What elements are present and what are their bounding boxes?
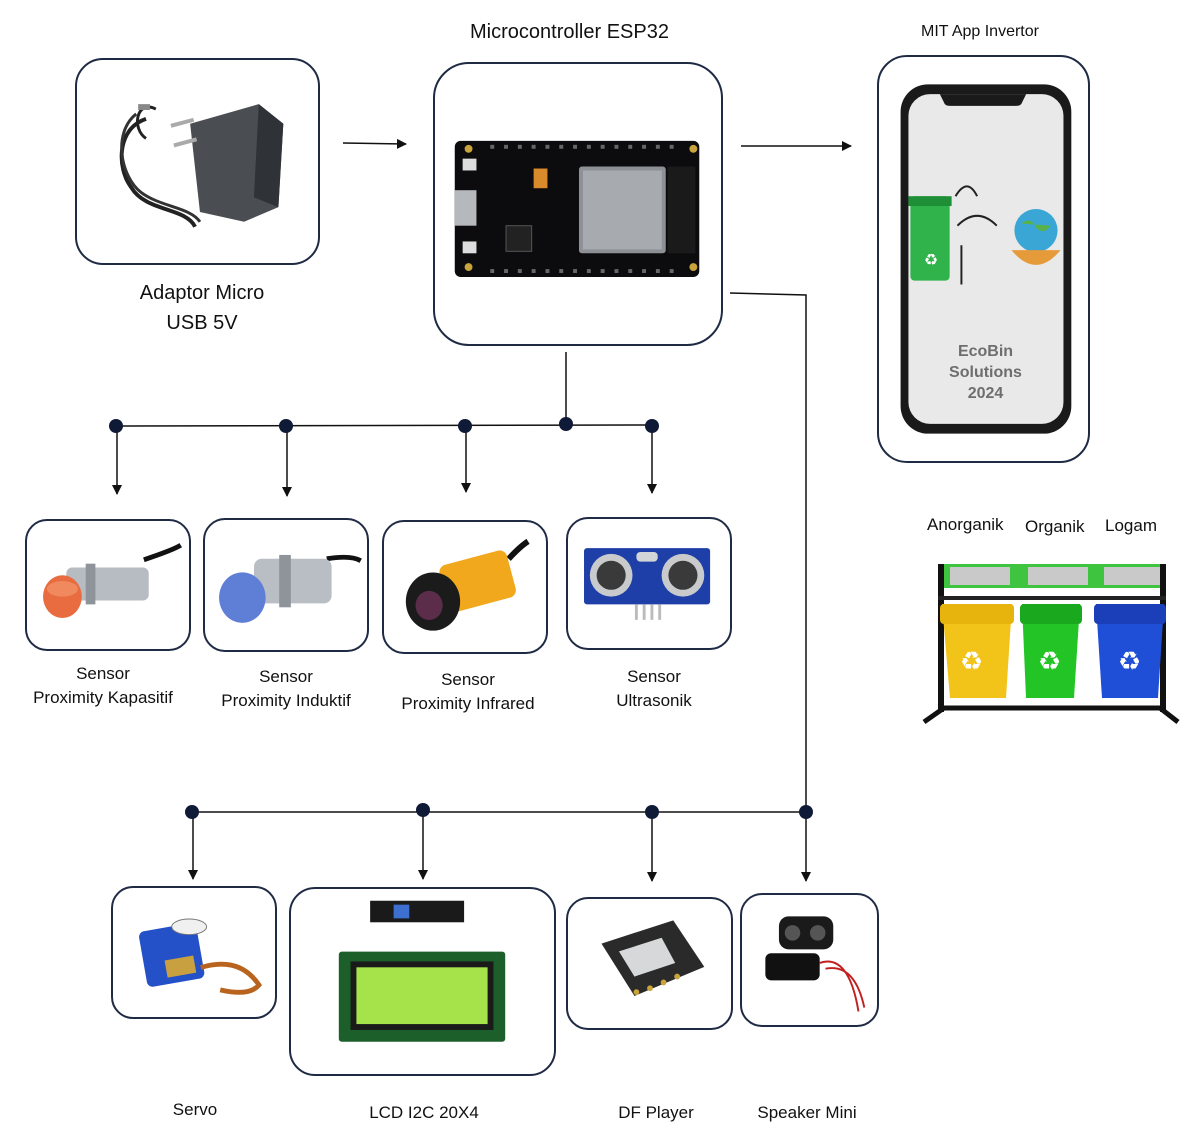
- junction-dot: [458, 419, 472, 433]
- app-title: MIT App Invertor: [921, 23, 1039, 40]
- sensor-induktif-line1: Sensor: [259, 667, 313, 686]
- lcd-box: [289, 887, 556, 1076]
- sensor-ultrasonik-label: Sensor Ultrasonik: [566, 665, 742, 713]
- speaker-box: [740, 893, 879, 1027]
- junction-dot: [416, 803, 430, 817]
- adaptor-box: [75, 58, 320, 265]
- lcd-label: LCD I2C 20X4: [369, 1103, 479, 1122]
- sensor-ultrasonik-box: [566, 517, 732, 650]
- sensor-infrared-line2: Proximity Infrared: [401, 694, 535, 713]
- sensor-kapasitif-line1: Sensor: [76, 664, 130, 683]
- sensor-induktif-line2: Proximity Induktif: [221, 691, 351, 710]
- adaptor-label-line2: USB 5V: [166, 312, 238, 334]
- speaker-label: Speaker Mini: [757, 1103, 857, 1122]
- sensor-kapasitif-line2: Proximity Kapasitif: [33, 688, 173, 707]
- junction-dot: [559, 417, 573, 431]
- trash-bins-icon: ♻ ♻ ♻: [922, 564, 1180, 725]
- app-screen-line2: Solutions: [949, 364, 1022, 381]
- sensor-kapasitif-box: [25, 519, 191, 651]
- mini-speaker-icon: [765, 916, 866, 1012]
- sensor-induktif-box: [203, 518, 369, 652]
- app-box: ♻ EcoBin Solutions 2024: [877, 55, 1090, 463]
- svg-text:♻: ♻: [924, 250, 938, 269]
- app-screen-caption: EcoBin Solutions 2024: [879, 341, 1092, 404]
- junction-dot: [279, 419, 293, 433]
- sensor-infrared-label: Sensor Proximity Infrared: [382, 668, 554, 716]
- svg-text:♻: ♻: [1118, 647, 1141, 677]
- junction-dot: [109, 419, 123, 433]
- bin-label-organik: Organik: [1025, 517, 1085, 536]
- esp32-board-icon: [454, 140, 700, 277]
- lcd-display-icon: [338, 900, 506, 1042]
- servo-box: [111, 886, 277, 1019]
- adaptor-label: Adaptor Micro USB 5V: [75, 278, 329, 338]
- arrow-adaptor-to-esp32: [342, 138, 407, 149]
- wire-esp32-to-actuator-bus: [729, 292, 807, 812]
- sensor-induktif-label: Sensor Proximity Induktif: [203, 665, 369, 713]
- sensor-ultrasonik-line1: Sensor: [627, 667, 681, 686]
- app-screen-line3: 2024: [967, 385, 1004, 402]
- bin-label-anorganik: Anorganik: [927, 515, 1004, 534]
- servo-label: Servo: [172, 1100, 218, 1119]
- svg-text:♻: ♻: [1038, 647, 1061, 677]
- smartphone-icon: ♻: [900, 84, 1072, 434]
- app-screen-line1: EcoBin: [957, 343, 1014, 360]
- adaptor-label-line1: Adaptor Micro: [139, 282, 265, 304]
- power-adapter-icon: [119, 104, 284, 228]
- junction-dot: [185, 805, 199, 819]
- junction-dot: [645, 419, 659, 433]
- junction-dot: [645, 805, 659, 819]
- dfplayer-box: [566, 897, 733, 1030]
- capacitive-sensor-icon: [43, 543, 183, 618]
- df-player-module-icon: [601, 920, 705, 996]
- inductive-sensor-icon: [219, 554, 362, 623]
- sensor-ultrasonik-line2: Ultrasonik: [616, 691, 692, 710]
- infrared-sensor-icon: [405, 538, 530, 631]
- servo-motor-icon: [139, 918, 263, 995]
- sensor-infrared-line1: Sensor: [441, 670, 495, 689]
- sensor-infrared-box: [382, 520, 548, 654]
- esp32-box: [433, 62, 723, 346]
- svg-text:♻: ♻: [960, 647, 983, 677]
- ultrasonic-sensor-icon: [584, 548, 711, 620]
- dfplayer-label: DF Player: [618, 1103, 694, 1122]
- junction-dot: [799, 805, 813, 819]
- esp32-title: Microcontroller ESP32: [470, 21, 669, 43]
- bin-label-logam: Logam: [1105, 516, 1157, 535]
- sensor-kapasitif-label: Sensor Proximity Kapasitif: [25, 662, 181, 710]
